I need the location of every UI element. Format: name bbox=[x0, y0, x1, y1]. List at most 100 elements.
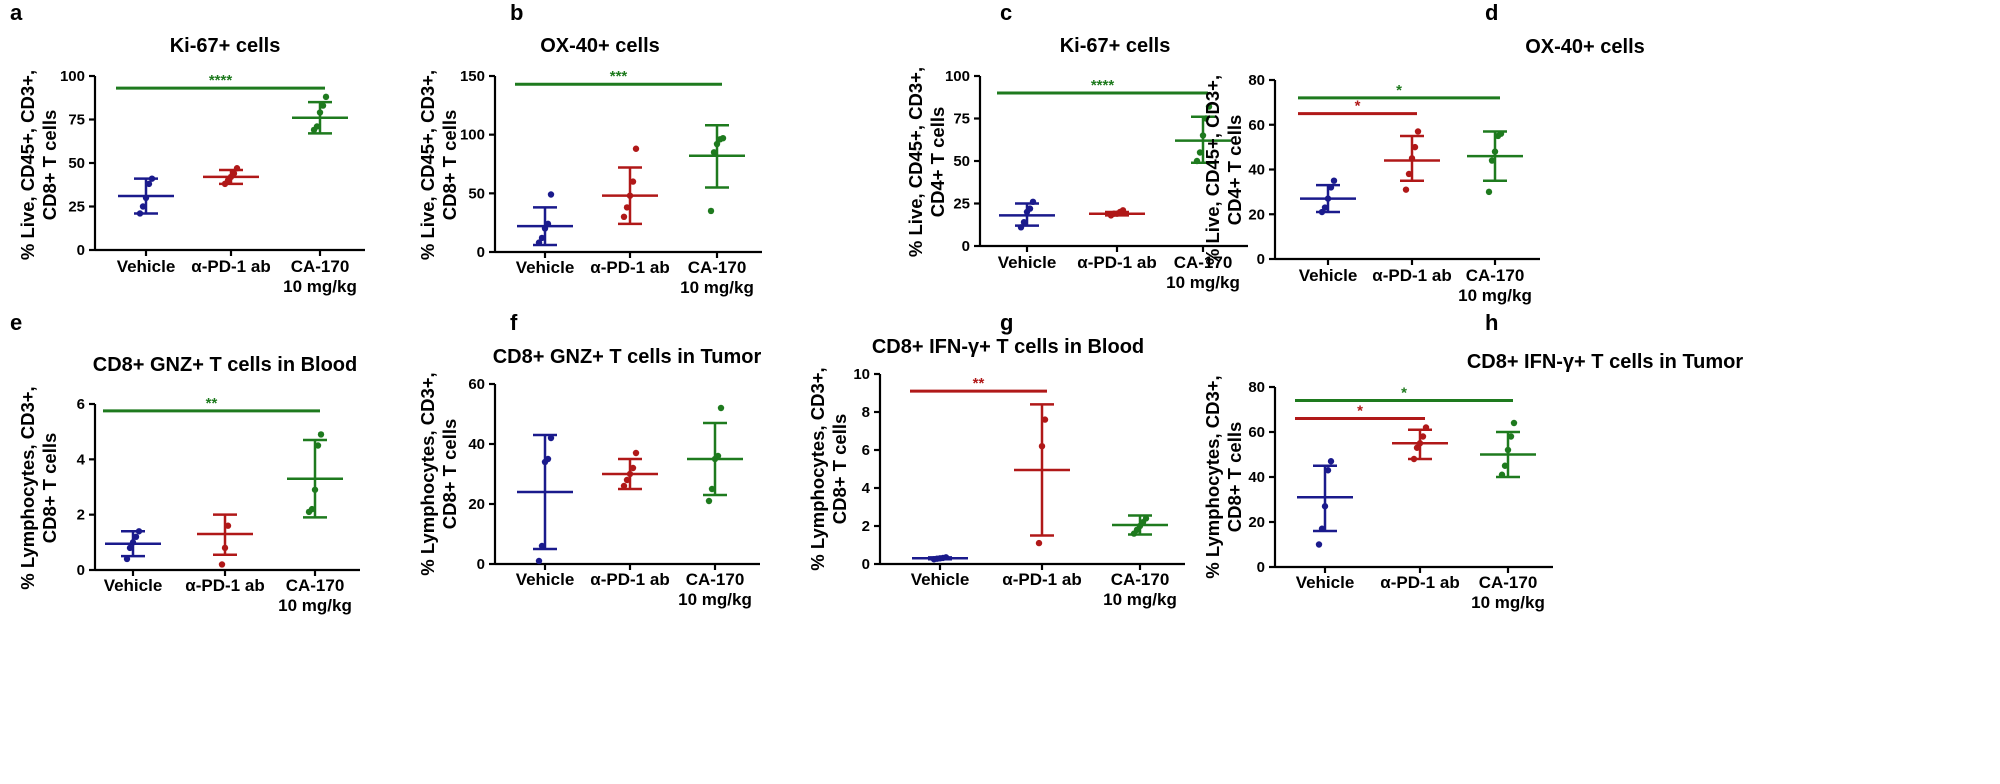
y-tick-label: 2 bbox=[862, 518, 870, 535]
x-category-label: Vehicle bbox=[1296, 573, 1355, 592]
data-point bbox=[1315, 541, 1323, 548]
series-0 bbox=[517, 191, 573, 247]
y-axis-label: % Live, CD45+, CD3+, bbox=[1202, 75, 1223, 265]
series-0 bbox=[1297, 458, 1353, 548]
data-point bbox=[1038, 443, 1046, 450]
data-point bbox=[126, 544, 134, 552]
y-tick-label: 80 bbox=[1248, 72, 1265, 89]
y-axis-label: CD8+ T cells bbox=[439, 419, 460, 530]
data-point bbox=[1202, 115, 1210, 122]
data-point bbox=[1405, 170, 1413, 178]
data-point bbox=[1498, 471, 1506, 478]
data-point bbox=[308, 505, 316, 513]
data-point bbox=[1485, 188, 1493, 196]
y-tick-label: 60 bbox=[468, 376, 485, 393]
data-point bbox=[1205, 103, 1213, 110]
y-axis-label: % Lymphocytes, CD3+, bbox=[417, 372, 438, 575]
significance-label: * bbox=[1355, 98, 1361, 115]
series-1 bbox=[197, 513, 253, 568]
data-point bbox=[1330, 177, 1338, 184]
data-point bbox=[620, 213, 628, 220]
data-point bbox=[1026, 205, 1034, 212]
series-0 bbox=[1300, 177, 1356, 216]
series-1 bbox=[1384, 128, 1440, 193]
data-point bbox=[629, 464, 637, 472]
x-category-label: α-PD-1 ab bbox=[185, 576, 264, 595]
x-category-sublabel: 10 mg/kg bbox=[1166, 273, 1240, 292]
data-point bbox=[623, 204, 631, 211]
x-category-label: Vehicle bbox=[117, 257, 176, 276]
y-tick-label: 60 bbox=[1248, 117, 1265, 134]
series-1 bbox=[203, 165, 259, 188]
data-point bbox=[1497, 130, 1505, 137]
y-axis-label: % Live, CD45+, CD3+, bbox=[417, 70, 438, 260]
y-axis-label: % Live, CD45+, CD3+, bbox=[17, 70, 38, 260]
data-point bbox=[1488, 157, 1496, 164]
x-category-label: α-PD-1 ab bbox=[1372, 266, 1451, 285]
series-0 bbox=[105, 528, 161, 563]
data-point bbox=[535, 557, 543, 565]
data-point bbox=[1410, 455, 1418, 463]
data-point bbox=[713, 140, 721, 148]
data-point bbox=[1318, 525, 1326, 532]
y-tick-label: 25 bbox=[953, 196, 970, 213]
x-category-label: Vehicle bbox=[911, 570, 970, 589]
data-point bbox=[129, 539, 137, 546]
panel-letter: g bbox=[1000, 310, 1013, 335]
data-point bbox=[1020, 219, 1028, 226]
y-tick-label: 100 bbox=[60, 68, 85, 85]
data-point bbox=[230, 170, 238, 177]
y-tick-label: 100 bbox=[945, 68, 970, 85]
data-point bbox=[317, 431, 325, 438]
series-2 bbox=[1480, 419, 1536, 479]
data-point bbox=[311, 486, 319, 493]
data-point bbox=[707, 207, 715, 215]
data-point bbox=[1327, 184, 1335, 191]
series-0 bbox=[999, 198, 1055, 231]
data-point bbox=[145, 180, 153, 188]
y-axis-label: CD8+ T cells bbox=[1224, 422, 1245, 533]
x-category-label: Vehicle bbox=[104, 576, 163, 595]
data-point bbox=[224, 522, 232, 529]
y-tick-label: 50 bbox=[468, 185, 485, 202]
y-tick-label: 0 bbox=[77, 562, 85, 579]
y-tick-label: 4 bbox=[862, 480, 871, 497]
data-point bbox=[1035, 539, 1043, 547]
y-tick-label: 50 bbox=[953, 153, 970, 170]
y-axis-label: % Lymphocytes, CD3+, bbox=[807, 367, 828, 570]
data-point bbox=[1413, 444, 1421, 451]
x-category-label: CA-170 bbox=[1479, 573, 1538, 592]
y-tick-label: 60 bbox=[1248, 424, 1265, 441]
series-0 bbox=[118, 175, 174, 217]
panel-h: h CD8+ IFN-γ+ T cells in Tumor % Lymphocyt… bbox=[1202, 310, 1743, 612]
y-tick-label: 75 bbox=[68, 112, 85, 129]
data-point bbox=[547, 434, 555, 442]
y-tick-label: 2 bbox=[77, 507, 85, 524]
y-tick-label: 25 bbox=[68, 199, 85, 216]
data-point bbox=[538, 542, 546, 550]
x-category-label: Vehicle bbox=[516, 258, 575, 277]
data-point bbox=[547, 191, 555, 198]
y-tick-label: 40 bbox=[1248, 469, 1265, 486]
data-point bbox=[218, 561, 226, 568]
y-tick-label: 150 bbox=[460, 68, 485, 85]
x-category-sublabel: 10 mg/kg bbox=[1458, 286, 1532, 305]
significance-label: ** bbox=[973, 375, 985, 392]
data-point bbox=[1504, 446, 1512, 454]
data-point bbox=[1416, 440, 1424, 447]
data-point bbox=[1029, 198, 1037, 205]
y-tick-label: 6 bbox=[862, 442, 870, 459]
data-point bbox=[314, 442, 322, 449]
series-1 bbox=[602, 449, 658, 491]
data-point bbox=[1327, 458, 1335, 465]
y-axis-label: CD8+ T cells bbox=[439, 110, 460, 221]
data-point bbox=[148, 175, 156, 182]
y-tick-label: 0 bbox=[1257, 559, 1265, 576]
series-2 bbox=[292, 93, 348, 135]
data-point bbox=[942, 554, 950, 561]
data-point bbox=[1196, 149, 1204, 156]
series-2 bbox=[1467, 130, 1523, 196]
data-point bbox=[1419, 433, 1427, 440]
significance-label: * bbox=[1357, 403, 1363, 420]
panel-c: cKi-67+ cells% Live, CD45+, CD3+, CD4+ T … bbox=[905, 0, 1248, 292]
